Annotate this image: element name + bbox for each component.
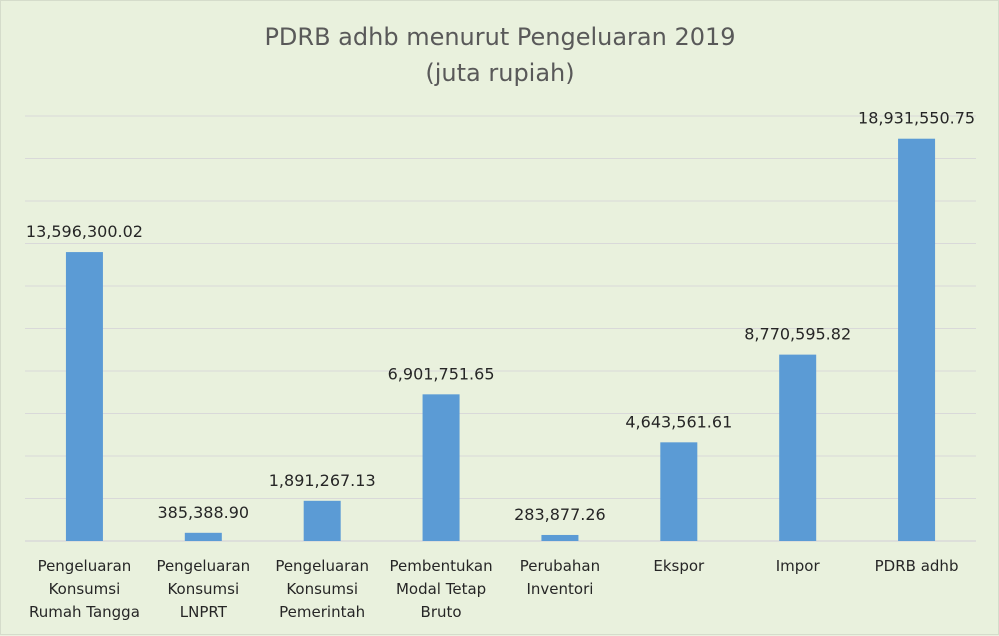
bar — [660, 442, 698, 541]
bar — [898, 138, 936, 542]
gridlines — [25, 115, 976, 542]
bar — [184, 532, 222, 541]
bar — [541, 534, 579, 541]
category-label: LNPRT — [180, 603, 228, 621]
data-label: 18,931,550.75 — [858, 109, 975, 128]
category-label: Konsumsi — [167, 580, 239, 598]
category-label: Pengeluaran — [156, 557, 250, 575]
data-label: 4,643,561.61 — [625, 412, 732, 431]
category-label: Impor — [776, 557, 821, 575]
category-label: Konsumsi — [286, 580, 358, 598]
category-label: Rumah Tangga — [29, 603, 140, 621]
category-label: Konsumsi — [49, 580, 121, 598]
data-label: 1,891,267.13 — [269, 471, 376, 490]
data-label: 283,877.26 — [514, 505, 606, 524]
category-labels: Pengeluaran Konsumsi Rumah Tangga Pengeluar… — [29, 557, 959, 621]
chart-subtitle: (juta rupiah) — [425, 59, 574, 87]
bar — [303, 500, 341, 541]
bars — [65, 138, 936, 542]
category-label: Perubahan — [520, 557, 600, 575]
category-label: Pengeluaran — [275, 557, 369, 575]
data-label: 8,770,595.82 — [744, 325, 851, 344]
data-labels: 13,596,300.02 385,388.90 1,891,267.13 6,901… — [26, 109, 975, 524]
category-label: PDRB adhb — [875, 557, 959, 575]
bar — [65, 252, 103, 542]
category-label: Bruto — [421, 603, 462, 621]
data-label: 385,388.90 — [158, 503, 250, 522]
data-label: 6,901,751.65 — [388, 364, 495, 383]
chart-title: PDRB adhb menurut Pengeluaran 2019 — [264, 23, 735, 51]
category-label: Pemerintah — [279, 603, 365, 621]
bar — [779, 354, 817, 541]
category-label: Pembentukan — [390, 557, 493, 575]
category-label: Modal Tetap — [396, 580, 486, 598]
category-label: Inventori — [526, 580, 593, 598]
bar — [422, 394, 460, 541]
data-label: 13,596,300.02 — [26, 222, 143, 241]
category-label: Pengeluaran — [38, 557, 132, 575]
category-label: Ekspor — [653, 557, 705, 575]
